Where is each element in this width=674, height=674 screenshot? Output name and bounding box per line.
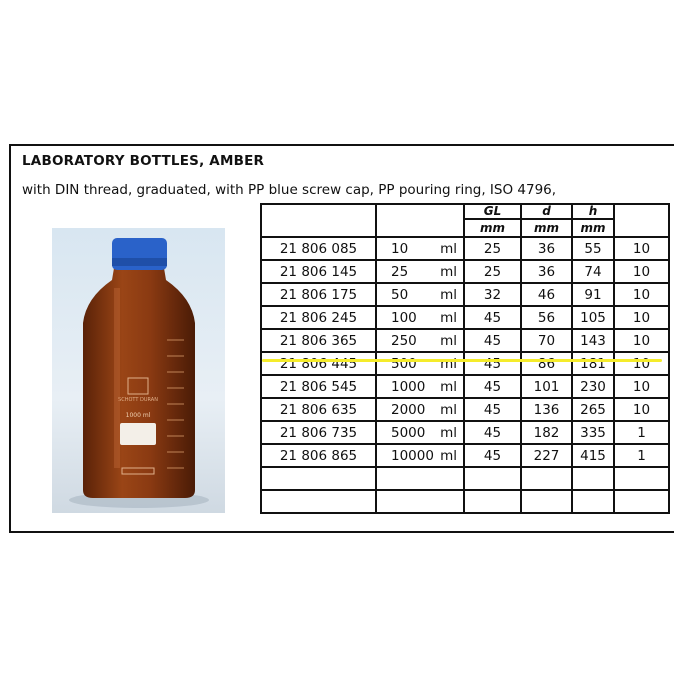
volume: 10 ml [375, 236, 465, 261]
header-h: h mm [571, 203, 615, 238]
catalog-frame [9, 144, 674, 533]
catalog-number: 21 806 245 [260, 305, 377, 330]
pack-qty: 10 [613, 351, 670, 376]
gl-value: 45 [463, 443, 522, 468]
gl-value: 32 [463, 282, 522, 307]
gl-value: 45 [463, 351, 522, 376]
svg-text:1000 ml: 1000 ml [126, 412, 151, 419]
h-value: 55 [571, 236, 615, 261]
header-qty [613, 203, 670, 238]
catalog-number: 21 806 635 [260, 397, 377, 422]
h-value: 230 [571, 374, 615, 399]
d-value: 136 [520, 397, 573, 422]
catalog-number: 21 806 365 [260, 328, 377, 353]
d-value: 86 [520, 351, 573, 376]
d-value: 36 [520, 259, 573, 284]
pack-qty: 10 [613, 305, 670, 330]
subtitle: with DIN thread, graduated, with PP blue… [22, 182, 557, 198]
d-value: 56 [520, 305, 573, 330]
h-value: 105 [571, 305, 615, 330]
header-d: d mm [520, 203, 573, 238]
pack-qty: 10 [613, 374, 670, 399]
h-value: 415 [571, 443, 615, 468]
volume: 10000 ml [375, 443, 465, 468]
gl-value: 25 [463, 236, 522, 261]
table-row: 21 806 865 10000 ml 45 227 415 1 [260, 443, 670, 468]
table-row: 21 806 145 25 ml 25 36 74 10 [260, 259, 670, 284]
table-row: 21 806 245 100 ml 45 56 105 10 [260, 305, 670, 330]
gl-value: 45 [463, 420, 522, 445]
volume: 25 ml [375, 259, 465, 284]
gl-value: 45 [463, 305, 522, 330]
h-value: 335 [571, 420, 615, 445]
pack-qty: 10 [613, 236, 670, 261]
h-value: 265 [571, 397, 615, 422]
d-value: 70 [520, 328, 573, 353]
gl-value: 45 [463, 397, 522, 422]
h-value: 91 [571, 282, 615, 307]
table-row: 21 806 445 500 ml 45 86 181 10 [260, 351, 670, 376]
pack-qty: 10 [613, 282, 670, 307]
table-row: 21 806 365 250 ml 45 70 143 10 [260, 328, 670, 353]
header-cat [260, 203, 377, 238]
d-value: 227 [520, 443, 573, 468]
table-row: 21 806 735 5000 ml 45 182 335 1 [260, 420, 670, 445]
d-value: 46 [520, 282, 573, 307]
catalog-number: 21 806 445 [260, 351, 377, 376]
table-row: 21 806 635 2000 ml 45 136 265 10 [260, 397, 670, 422]
catalog-number: 21 806 735 [260, 420, 377, 445]
volume: 2000 ml [375, 397, 465, 422]
header-volume [375, 203, 465, 238]
bottle-photo: SCHOTT DURAN 1000 ml [52, 228, 225, 513]
volume: 50 ml [375, 282, 465, 307]
pack-qty: 10 [613, 328, 670, 353]
table-header-row: GL mm d mm h mm [260, 203, 670, 238]
gl-value: 25 [463, 259, 522, 284]
gl-value: 45 [463, 328, 522, 353]
pack-qty: 10 [613, 397, 670, 422]
volume: 5000 ml [375, 420, 465, 445]
pack-qty: 1 [613, 420, 670, 445]
h-value: 74 [571, 259, 615, 284]
catalog-number: 21 806 175 [260, 282, 377, 307]
bottle-spec-table: GL mm d mm h mm 21 806 085 10 ml 25 36 55 10 21 80… [260, 203, 670, 514]
pack-qty: 1 [613, 443, 670, 468]
h-value: 143 [571, 328, 615, 353]
table-row: 21 806 175 50 ml 32 46 91 10 [260, 282, 670, 307]
pack-qty: 10 [613, 259, 670, 284]
empty-row [260, 466, 670, 491]
page-title: LABORATORY BOTTLES, AMBER [22, 153, 265, 169]
h-value: 181 [571, 351, 615, 376]
d-value: 36 [520, 236, 573, 261]
volume: 500 ml [375, 351, 465, 376]
gl-value: 45 [463, 374, 522, 399]
volume: 1000 ml [375, 374, 465, 399]
catalog-number: 21 806 085 [260, 236, 377, 261]
volume: 250 ml [375, 328, 465, 353]
highlight-line [262, 359, 662, 362]
catalog-number: 21 806 145 [260, 259, 377, 284]
empty-row [260, 489, 670, 514]
volume: 100 ml [375, 305, 465, 330]
table-row: 21 806 085 10 ml 25 36 55 10 [260, 236, 670, 261]
header-gl: GL mm [463, 203, 522, 238]
d-value: 182 [520, 420, 573, 445]
catalog-number: 21 806 865 [260, 443, 377, 468]
table-row: 21 806 545 1000 ml 45 101 230 10 [260, 374, 670, 399]
svg-text:SCHOTT DURAN: SCHOTT DURAN [118, 397, 158, 403]
catalog-number: 21 806 545 [260, 374, 377, 399]
d-value: 101 [520, 374, 573, 399]
